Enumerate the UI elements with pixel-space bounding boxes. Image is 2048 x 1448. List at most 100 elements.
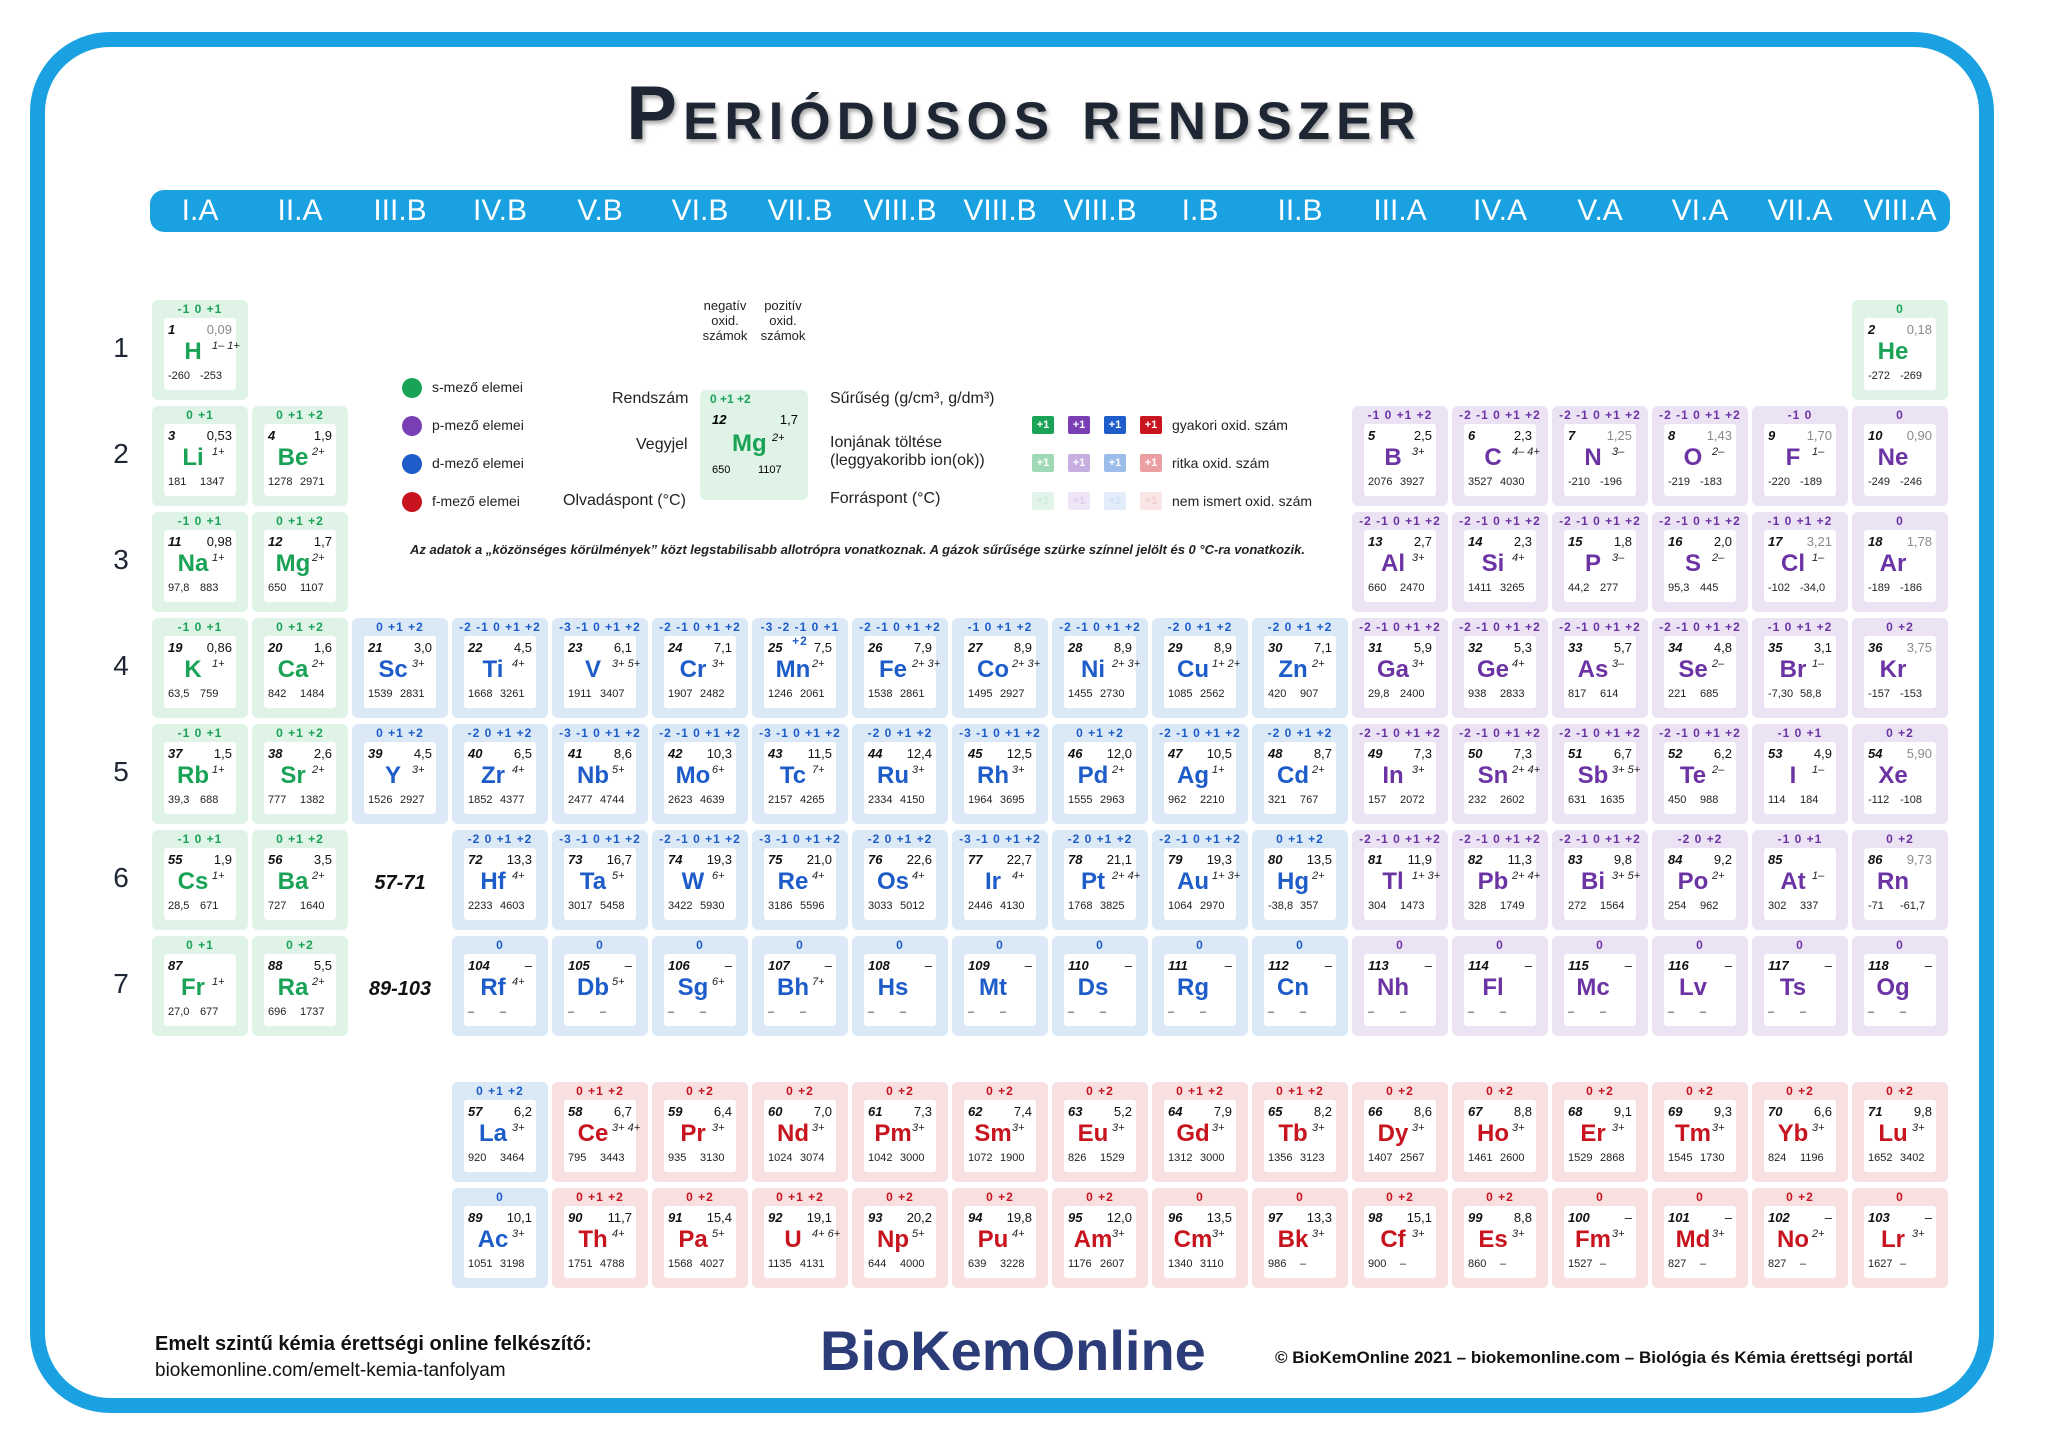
element-cell[interactable]: -2 -1 0 +1 +2 22 4,5 Ti 4+ 1668 3261 — [452, 618, 548, 718]
element-cell[interactable]: -2 -1 0 +1 +2 50 7,3 Sn 2+ 4+ 232 2602 — [1452, 724, 1548, 824]
footer-course-link[interactable]: biokemonline.com/emelt-kemia-tanfolyam — [155, 1360, 506, 1381]
element-cell[interactable]: -2 -1 0 +1 +2 74 19,3 W 6+ 3422 5930 — [652, 830, 748, 930]
element-cell[interactable]: 0 +2 68 9,1 Er 3+ 1529 2868 — [1552, 1082, 1648, 1182]
element-cell[interactable]: 0 +2 93 20,2 Np 5+ 644 4000 — [852, 1188, 948, 1288]
element-cell[interactable]: 0 +2 94 19,8 Pu 4+ 639 3228 — [952, 1188, 1048, 1288]
element-cell[interactable]: -3 -1 0 +1 +2 45 12,5 Rh 3+ 1964 3695 — [952, 724, 1048, 824]
element-cell[interactable]: -2 -1 0 +1 +2 83 9,8 Bi 3+ 5+ 272 1564 — [1552, 830, 1648, 930]
element-cell[interactable]: -2 -1 0 +1 +2 6 2,3 C 4– 4+ 3527 4030 — [1452, 406, 1548, 506]
element-cell[interactable]: -2 0 +1 +2 40 6,5 Zr 4+ 1852 4377 — [452, 724, 548, 824]
element-cell[interactable]: -3 -1 0 +1 +2 73 16,7 Ta 5+ 3017 5458 — [552, 830, 648, 930]
element-cell[interactable]: -2 0 +2 84 9,2 Po 2+ 254 962 — [1652, 830, 1748, 930]
element-cell[interactable]: -2 0 +1 +2 44 12,4 Ru 3+ 2334 4150 — [852, 724, 948, 824]
element-cell[interactable]: 0 108– Hs – – — [852, 936, 948, 1036]
element-cell[interactable]: 0 104– Rf 4+ – – — [452, 936, 548, 1036]
element-cell[interactable]: -1 0 +1 19 0,86 K 1+ 63,5 759 — [152, 618, 248, 718]
element-cell[interactable]: -2 -1 0 +1 +2 31 5,9 Ga 3+ 29,8 2400 — [1352, 618, 1448, 718]
element-cell[interactable]: 0 +2 102– No 2+ 827– — [1752, 1188, 1848, 1288]
element-cell[interactable]: 0 +1 +2 56 3,5 Ba 2+ 727 1640 — [252, 830, 348, 930]
element-cell[interactable]: -2 -1 0 +1 +2 7 1,25 N 3– -210 -196 — [1552, 406, 1648, 506]
element-cell[interactable]: 0 +2 88 5,5 Ra 2+ 696 1737 — [252, 936, 348, 1036]
element-cell[interactable]: 0 +1 +2 90 11,7 Th 4+ 1751 4788 — [552, 1188, 648, 1288]
element-cell[interactable]: 0 103– Lr 3+ 1627– — [1852, 1188, 1948, 1288]
element-cell[interactable]: 0 97 13,3 Bk 3+ 986 – — [1252, 1188, 1348, 1288]
element-cell[interactable]: -1 0 +1 +2 27 8,9 Co 2+ 3+ 1495 2927 — [952, 618, 1048, 718]
element-cell[interactable]: -1 0 +1 55 1,9 Cs 1+ 28,5 671 — [152, 830, 248, 930]
element-cell[interactable]: -3 -1 0 +1 +2 23 6,1 V 3+ 5+ 1911 3407 — [552, 618, 648, 718]
element-cell[interactable]: 0 +1 +2 46 12,0 Pd 2+ 1555 2963 — [1052, 724, 1148, 824]
element-cell[interactable]: 0 +2 54 5,90 Xe -112 -108 — [1852, 724, 1948, 824]
element-cell[interactable]: -1 0 +1 +2 5 2,5 B 3+ 2076 3927 — [1352, 406, 1448, 506]
element-cell[interactable]: -3 -1 0 +1 +2 75 21,0 Re 4+ 3186 5596 — [752, 830, 848, 930]
element-cell[interactable]: 0 18 1,78 Ar -189 -186 — [1852, 512, 1948, 612]
element-cell[interactable]: -2 -1 0 +1 +2 8 1,43 O 2– -219 -183 — [1652, 406, 1748, 506]
element-cell[interactable]: -2 0 +1 +2 78 21,1 Pt 2+ 4+ 1768 3825 — [1052, 830, 1148, 930]
element-cell[interactable]: 0 +2 67 8,8 Ho 3+ 1461 2600 — [1452, 1082, 1548, 1182]
element-cell[interactable]: -2 -1 0 +1 +2 82 11,3 Pb 2+ 4+ 328 1749 — [1452, 830, 1548, 930]
element-cell[interactable]: -1 0 +1 +2 17 3,21 Cl 1– -102 -34,0 — [1752, 512, 1848, 612]
element-cell[interactable]: -1 0 +1 +2 35 3,1 Br 1– -7,30 58,8 — [1752, 618, 1848, 718]
element-cell[interactable]: -2 0 +1 +2 48 8,7 Cd 2+ 321 767 — [1252, 724, 1348, 824]
element-cell[interactable]: -1 0 +1 53 4,9 I 1– 114 184 — [1752, 724, 1848, 824]
element-cell[interactable]: 0 89 10,1 Ac 3+ 1051 3198 — [452, 1188, 548, 1288]
element-cell[interactable]: -2 -1 0 +1 +2 14 2,3 Si 4+ 1411 3265 — [1452, 512, 1548, 612]
element-cell[interactable]: 0 +2 95 12,0 Am 3+ 1176 2607 — [1052, 1188, 1148, 1288]
element-cell[interactable]: -2 -1 0 +1 +2 34 4,8 Se 2– 221 685 — [1652, 618, 1748, 718]
element-cell[interactable]: 0 111– Rg – – — [1152, 936, 1248, 1036]
element-cell[interactable]: -1 0 +1 11 0,98 Na 1+ 97,8 883 — [152, 512, 248, 612]
element-cell[interactable]: 0 +2 99 8,8 Es 3+ 860 – — [1452, 1188, 1548, 1288]
element-cell[interactable]: -1 0 9 1,70 F 1– -220 -189 — [1752, 406, 1848, 506]
element-cell[interactable]: 0 +2 71 9,8 Lu 3+ 1652 3402 — [1852, 1082, 1948, 1182]
element-cell[interactable]: 0 +2 59 6,4 Pr 3+ 935 3130 — [652, 1082, 748, 1182]
element-cell[interactable]: 0 +2 66 8,6 Dy 3+ 1407 2567 — [1352, 1082, 1448, 1182]
element-cell[interactable]: -2 -1 0 +1 +2 13 2,7 Al 3+ 660 2470 — [1352, 512, 1448, 612]
element-cell[interactable]: 0 107– Bh 7+ – – — [752, 936, 848, 1036]
element-cell[interactable]: -3 -1 0 +1 +2 41 8,6 Nb 5+ 2477 4744 — [552, 724, 648, 824]
element-cell[interactable]: 0 +2 98 15,1 Cf 3+ 900 – — [1352, 1188, 1448, 1288]
element-cell[interactable]: 0 +1 +2 38 2,6 Sr 2+ 777 1382 — [252, 724, 348, 824]
element-cell[interactable]: 0 101– Md 3+ 827– — [1652, 1188, 1748, 1288]
element-cell[interactable]: 0 +1 +2 12 1,7 Mg 2+ 650 1107 — [252, 512, 348, 612]
element-cell[interactable]: 0 +1 +2 20 1,6 Ca 2+ 842 1484 — [252, 618, 348, 718]
element-cell[interactable]: -3 -1 0 +1 +2 43 11,5 Tc 7+ 2157 4265 — [752, 724, 848, 824]
element-cell[interactable]: 0 +1 +2 92 19,1 U 4+ 6+ 1135 4131 — [752, 1188, 848, 1288]
element-cell[interactable]: -2 -1 0 +1 +2 26 7,9 Fe 2+ 3+ 1538 2861 — [852, 618, 948, 718]
element-cell[interactable]: 0 117– Ts – – — [1752, 936, 1848, 1036]
element-cell[interactable]: 0 +2 61 7,3 Pm 3+ 1042 3000 — [852, 1082, 948, 1182]
element-cell[interactable]: 0 10 0,90 Ne -249 -246 — [1852, 406, 1948, 506]
element-cell[interactable]: 0 100– Fm 3+ 1527– — [1552, 1188, 1648, 1288]
element-cell[interactable]: -2 -1 0 +1 +2 33 5,7 As 3– 817 614 — [1552, 618, 1648, 718]
element-cell[interactable]: 0 +1 +2 21 3,0 Sc 3+ 1539 2831 — [352, 618, 448, 718]
element-cell[interactable]: -2 -1 0 +1 +2 28 8,9 Ni 2+ 3+ 1455 2730 — [1052, 618, 1148, 718]
element-cell[interactable]: 0 +1 3 0,53 Li 1+ 181 1347 — [152, 406, 248, 506]
element-cell[interactable]: 0 +2 69 9,3 Tm 3+ 1545 1730 — [1652, 1082, 1748, 1182]
element-cell[interactable]: 0 +2 70 6,6 Yb 3+ 824 1196 — [1752, 1082, 1848, 1182]
element-cell[interactable]: -2 0 +1 +2 30 7,1 Zn 2+ 420 907 — [1252, 618, 1348, 718]
element-cell[interactable]: -2 -1 0 +1 +2 16 2,0 S 2– 95,3 445 — [1652, 512, 1748, 612]
element-cell[interactable]: -2 -1 0 +1 +2 47 10,5 Ag 1+ 962 2210 — [1152, 724, 1248, 824]
element-cell[interactable]: 0 +2 63 5,2 Eu 3+ 826 1529 — [1052, 1082, 1148, 1182]
element-cell[interactable]: 0 +2 62 7,4 Sm 3+ 1072 1900 — [952, 1082, 1048, 1182]
element-cell[interactable]: 0 118– Og – – — [1852, 936, 1948, 1036]
element-cell[interactable]: 0 114– Fl – – — [1452, 936, 1548, 1036]
element-cell[interactable]: 0 +1 +2 58 6,7 Ce 3+ 4+ 795 3443 — [552, 1082, 648, 1182]
element-cell[interactable]: 0 96 13,5 Cm 3+ 1340 3110 — [1152, 1188, 1248, 1288]
element-cell[interactable]: -2 -1 0 +1 +2 52 6,2 Te 2– 450 988 — [1652, 724, 1748, 824]
element-cell[interactable]: -3 -1 0 +1 +2 77 22,7 Ir 4+ 2446 4130 — [952, 830, 1048, 930]
element-cell[interactable]: -1 0 +1 1 0,09 H 1– 1+ -260 -253 — [152, 300, 248, 400]
element-cell[interactable]: 0 113– Nh – – — [1352, 936, 1448, 1036]
element-cell[interactable]: -2 -1 0 +1 +2 24 7,1 Cr 3+ 1907 2482 — [652, 618, 748, 718]
element-cell[interactable]: -3 -2 -1 0 +1 +2 25 7,5 Mn 2+ 1246 2061 — [752, 618, 848, 718]
element-cell[interactable]: 0 +2 91 15,4 Pa 5+ 1568 4027 — [652, 1188, 748, 1288]
element-cell[interactable]: -2 -1 0 +1 +2 42 10,3 Mo 6+ 2623 4639 — [652, 724, 748, 824]
element-cell[interactable]: -2 -1 0 +1 +2 51 6,7 Sb 3+ 5+ 631 1635 — [1552, 724, 1648, 824]
element-cell[interactable]: 0 +1 +2 65 8,2 Tb 3+ 1356 3123 — [1252, 1082, 1348, 1182]
element-cell[interactable]: 0 106– Sg 6+ – – — [652, 936, 748, 1036]
element-cell[interactable]: -2 0 +1 +2 29 8,9 Cu 1+ 2+ 1085 2562 — [1152, 618, 1248, 718]
element-cell[interactable]: 0 109– Mt – – — [952, 936, 1048, 1036]
element-cell[interactable]: -2 -1 0 +1 +2 32 5,3 Ge 4+ 938 2833 — [1452, 618, 1548, 718]
element-cell[interactable]: -2 -1 0 +1 +2 81 11,9 Tl 1+ 3+ 304 1473 — [1352, 830, 1448, 930]
element-cell[interactable]: 0 115– Mc – – — [1552, 936, 1648, 1036]
element-cell[interactable]: 0 110– Ds – – — [1052, 936, 1148, 1036]
element-cell[interactable]: 0 +2 60 7,0 Nd 3+ 1024 3074 — [752, 1082, 848, 1182]
